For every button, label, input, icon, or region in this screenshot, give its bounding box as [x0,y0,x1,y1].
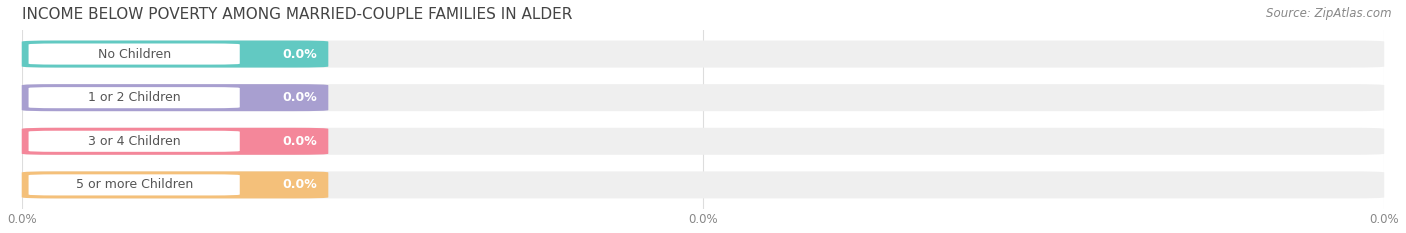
FancyBboxPatch shape [21,41,1385,68]
Text: 0.0%: 0.0% [283,135,318,148]
Text: 0.0%: 0.0% [283,178,318,191]
FancyBboxPatch shape [21,171,1385,199]
FancyBboxPatch shape [28,44,240,65]
Text: Source: ZipAtlas.com: Source: ZipAtlas.com [1267,7,1392,20]
Text: INCOME BELOW POVERTY AMONG MARRIED-COUPLE FAMILIES IN ALDER: INCOME BELOW POVERTY AMONG MARRIED-COUPL… [21,7,572,22]
Text: 1 or 2 Children: 1 or 2 Children [87,91,180,104]
FancyBboxPatch shape [21,128,329,155]
Text: 0.0%: 0.0% [283,91,318,104]
Text: 0.0%: 0.0% [283,48,318,61]
FancyBboxPatch shape [28,174,240,195]
FancyBboxPatch shape [21,84,329,111]
FancyBboxPatch shape [21,128,1385,155]
Text: 5 or more Children: 5 or more Children [76,178,193,191]
Text: 3 or 4 Children: 3 or 4 Children [87,135,180,148]
FancyBboxPatch shape [28,131,240,152]
FancyBboxPatch shape [21,84,1385,111]
FancyBboxPatch shape [28,87,240,108]
FancyBboxPatch shape [21,171,329,199]
Text: No Children: No Children [97,48,170,61]
FancyBboxPatch shape [21,41,329,68]
